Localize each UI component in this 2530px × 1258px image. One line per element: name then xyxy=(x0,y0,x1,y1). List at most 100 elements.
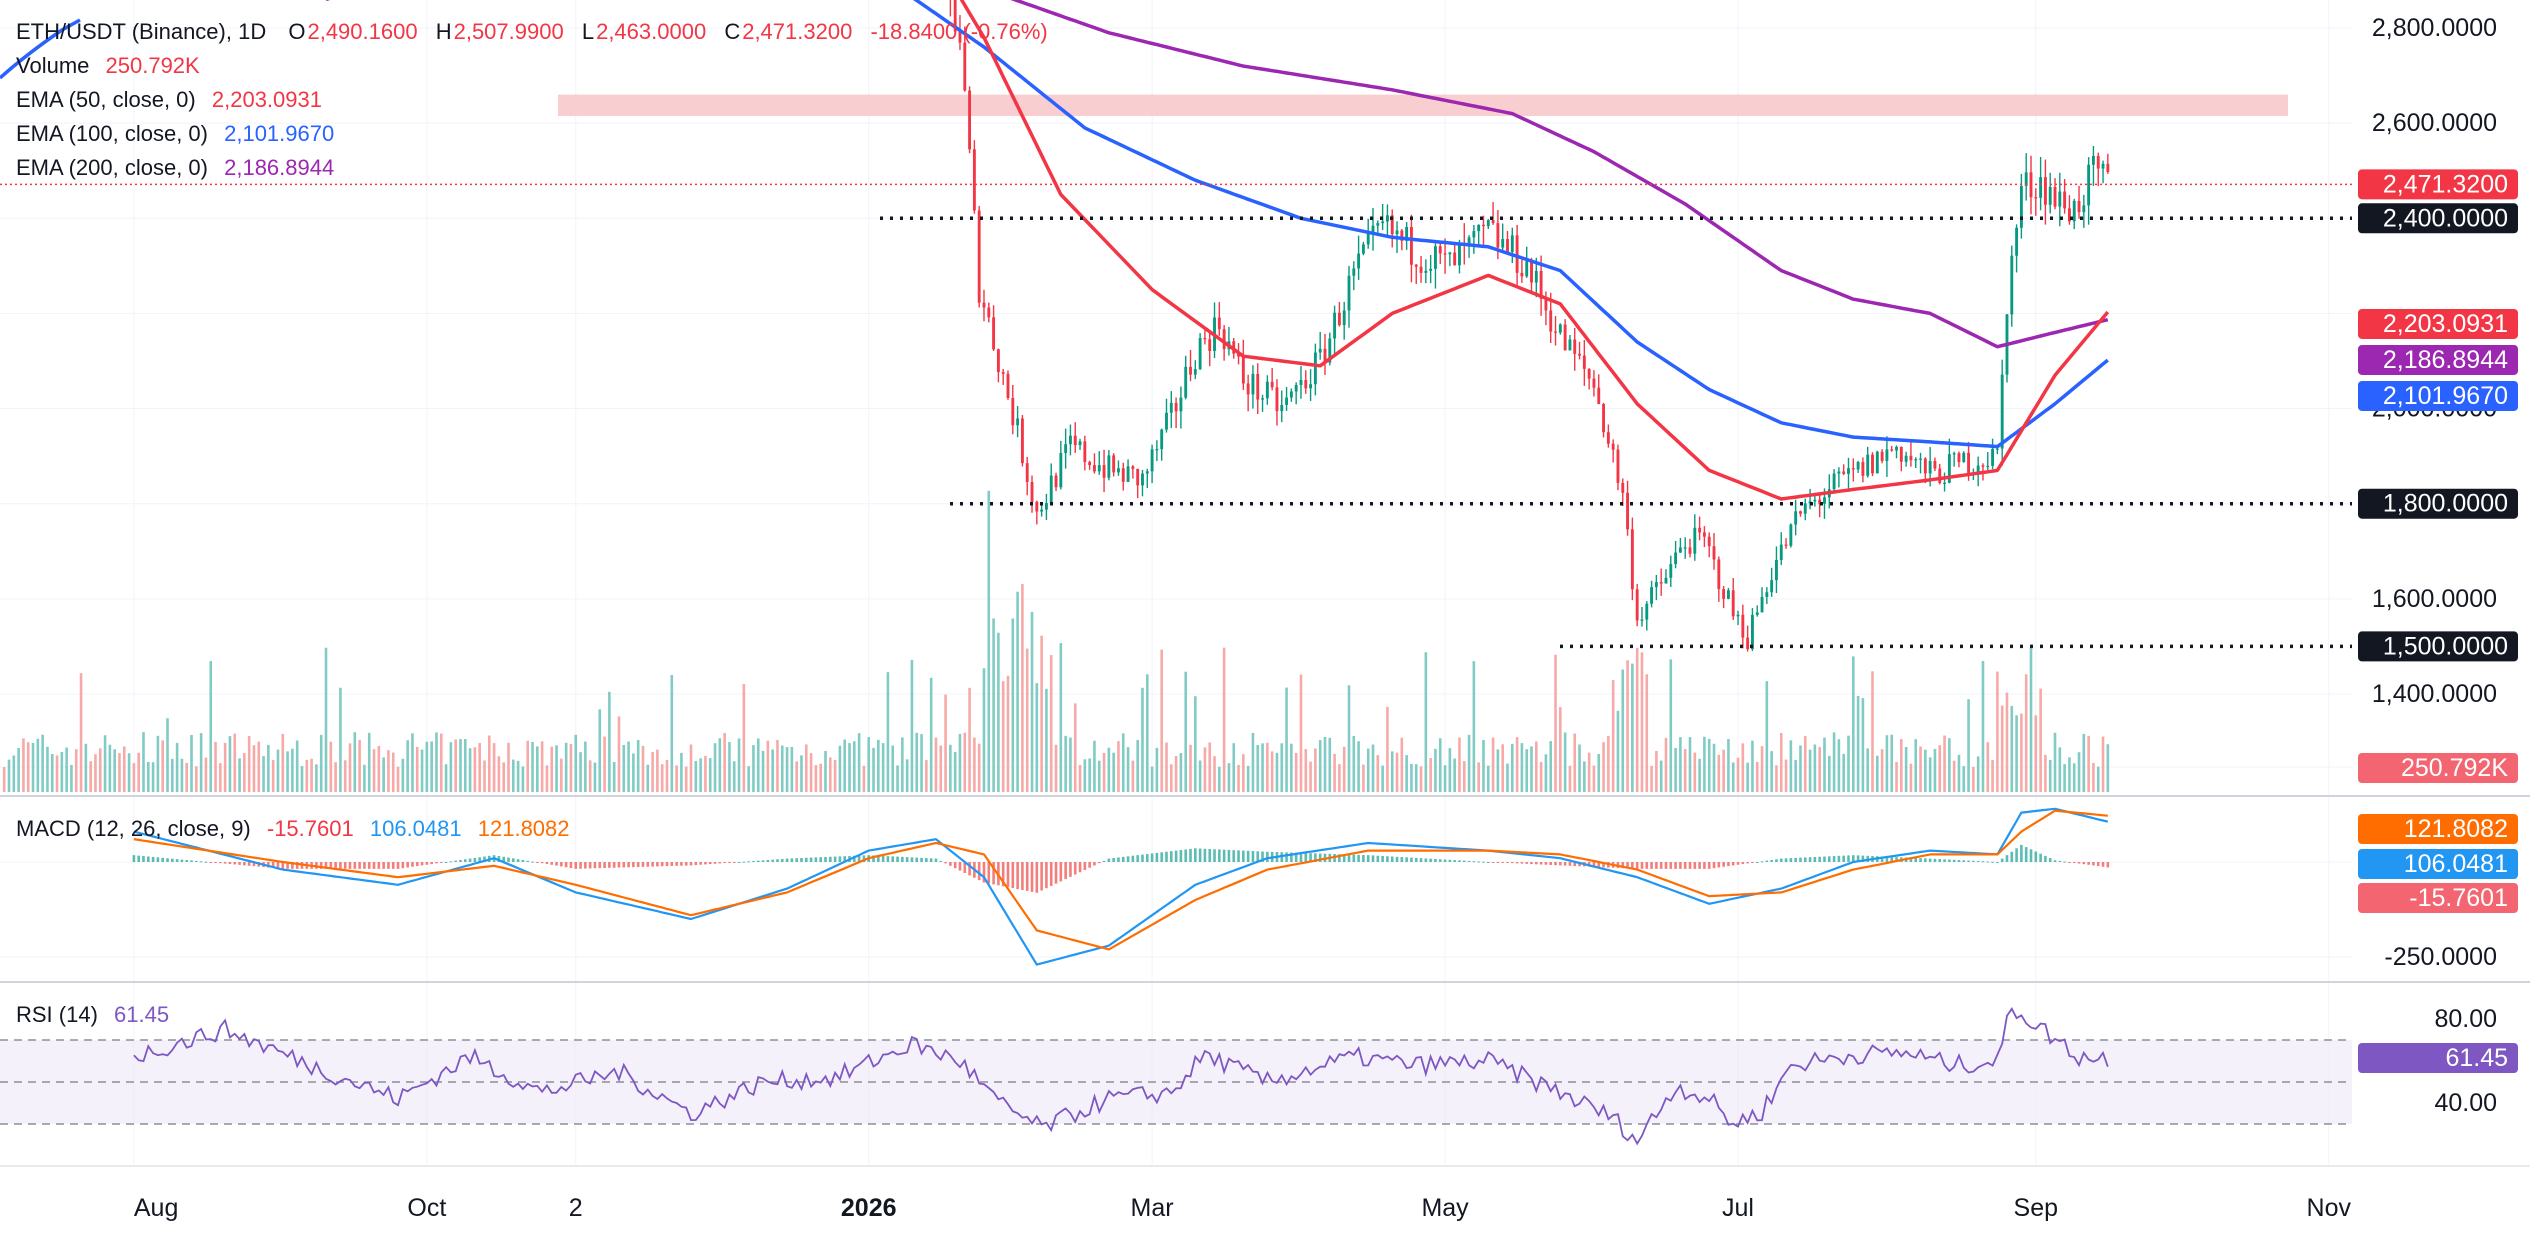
candle-body xyxy=(2039,177,2043,198)
volume-bar xyxy=(953,751,957,792)
volume-bar xyxy=(1419,766,1423,792)
candle-body xyxy=(1582,355,1586,369)
volume-bar xyxy=(171,758,174,792)
macd-hist-bar xyxy=(1366,855,1370,862)
volume-bar xyxy=(1405,755,1408,792)
macd-hist-bar xyxy=(1952,859,1956,862)
macd-hist-bar xyxy=(1650,862,1653,869)
ema100-legend[interactable]: EMA (100, close, 0) 2,101.9670 xyxy=(16,117,336,151)
volume-bar xyxy=(295,740,299,792)
macd-hist-bar xyxy=(641,862,645,867)
candle-body xyxy=(953,0,957,32)
candle-body xyxy=(963,42,967,91)
macd-hist-bar xyxy=(497,855,501,862)
macd-hist-bar xyxy=(1025,862,1029,891)
macd-hist-bar xyxy=(694,862,698,866)
ema50-line xyxy=(959,0,2110,501)
macd-hist-bar xyxy=(776,859,779,862)
macd-hist-bar xyxy=(1491,862,1495,863)
macd-hist-bar xyxy=(1573,862,1577,867)
symbol-title: ETH/USDT (Binance), 1D xyxy=(16,19,267,44)
macd-hist-bar xyxy=(1155,852,1159,862)
level-tag-1800: 1,800.0000 xyxy=(2383,490,2508,518)
volume-bar xyxy=(1443,765,1447,792)
price-axis-tick: 2,800.0000 xyxy=(2372,14,2497,42)
volume-bar xyxy=(2101,736,2105,792)
macd-hist-bar xyxy=(1011,862,1015,889)
volume-bar xyxy=(1410,763,1413,792)
candle-body xyxy=(1726,590,1730,599)
volume-bar xyxy=(1794,759,1797,792)
candle-body xyxy=(1088,461,1092,466)
macd-hist-bar xyxy=(1131,855,1135,862)
volume-bar xyxy=(185,762,189,792)
volume-bar xyxy=(1107,747,1111,792)
volume-legend[interactable]: Volume 250.792K xyxy=(16,49,202,83)
macd-hist-bar xyxy=(1991,861,1994,863)
volume-bar xyxy=(1429,758,1432,792)
macd-hist-bar xyxy=(1659,862,1663,869)
candle-body xyxy=(1765,592,1769,597)
volume-bar xyxy=(1069,737,1072,792)
ema50-tag: 2,203.0931 xyxy=(2383,310,2508,338)
volume-bar xyxy=(228,736,232,792)
macd-hist-bar xyxy=(737,862,741,863)
volume-bar xyxy=(949,744,952,792)
price-axis-tick: 2,600.0000 xyxy=(2372,109,2497,137)
volume-bar xyxy=(1486,765,1490,792)
candle-body xyxy=(1064,444,1068,453)
candle-body xyxy=(1899,446,1903,462)
candle-body xyxy=(1337,312,1341,326)
volume-bar xyxy=(1520,743,1524,792)
volume-bar xyxy=(209,661,213,792)
symbol-legend[interactable]: ETH/USDT (Binance), 1D O2,490.1600 H2,50… xyxy=(16,15,1050,49)
macd-hist-bar xyxy=(190,860,193,862)
macd-legend[interactable]: MACD (12, 26, close, 9) -15.7601 106.048… xyxy=(16,812,572,846)
macd-hist-bar xyxy=(1535,862,1538,865)
open-label: O xyxy=(288,19,306,44)
candle-body xyxy=(1928,460,1932,474)
volume-bar xyxy=(396,766,400,792)
candle-body xyxy=(1909,455,1913,461)
volume-bar xyxy=(1477,762,1480,792)
volume-bar xyxy=(137,752,140,792)
macd-hist-bar xyxy=(449,861,453,863)
ema50-legend[interactable]: EMA (50, close, 0) 2,203.0931 xyxy=(16,83,324,117)
candle-body xyxy=(1419,266,1423,273)
macd-hist-bar xyxy=(756,860,760,862)
level-tag-2400: 2,400.0000 xyxy=(2383,204,2508,232)
volume-bar xyxy=(348,743,352,792)
price-axis-tick: 1,400.0000 xyxy=(2372,680,2497,708)
volume-bar xyxy=(920,734,923,792)
volume-bar xyxy=(713,743,717,792)
volume-bar xyxy=(896,765,899,792)
volume-bar xyxy=(1525,749,1529,792)
volume-bar xyxy=(958,733,962,792)
volume-bar xyxy=(1703,736,1706,792)
volume-bar xyxy=(1616,710,1620,792)
candle-body xyxy=(1285,397,1289,405)
candle-body xyxy=(2015,227,2019,256)
time-axis-tick: Oct xyxy=(407,1194,446,1222)
macd-hist-bar xyxy=(1631,862,1634,869)
macd-hist-bar xyxy=(1227,849,1231,862)
ema200-legend[interactable]: EMA (200, close, 0) 2,186.8944 xyxy=(16,151,336,185)
candle-body xyxy=(1083,441,1087,462)
macd-hist-bar xyxy=(1948,859,1951,862)
volume-bar xyxy=(1357,741,1360,792)
volume-bar xyxy=(1559,707,1562,792)
rsi-legend[interactable]: RSI (14) 61.45 xyxy=(16,998,171,1032)
macd-hist-bar xyxy=(564,862,568,868)
volume-bar xyxy=(728,742,731,792)
time-axis-tick: 2 xyxy=(569,1194,583,1222)
macd-hist-bar xyxy=(1919,858,1922,862)
ema50-tag-bg xyxy=(2358,308,2518,339)
macd-hist-bar xyxy=(584,862,587,869)
macd-hist-bar xyxy=(2000,858,2004,862)
volume-bar xyxy=(214,742,217,792)
candle-body xyxy=(1294,384,1298,392)
macd-hist-bar xyxy=(670,862,674,866)
volume-bar xyxy=(391,752,395,792)
